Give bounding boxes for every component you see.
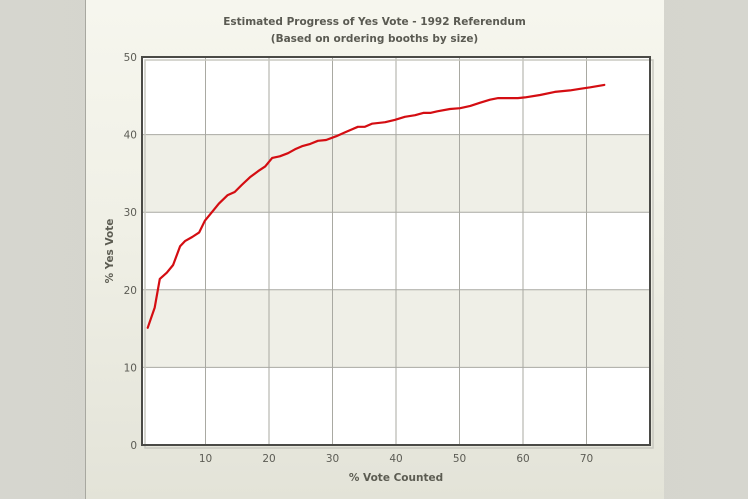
yes-vote-line <box>146 83 606 329</box>
x-tick-label: 70 <box>580 453 593 465</box>
y-tick-label: 50 <box>124 52 137 64</box>
x-axis-ticks: 10 20 30 40 50 60 70 <box>199 453 593 465</box>
y-tick-label: 10 <box>124 362 137 374</box>
y-tick-label: 40 <box>124 130 137 142</box>
gridlines <box>142 57 650 445</box>
plot-frame <box>141 56 651 446</box>
x-tick-label: 60 <box>516 453 529 465</box>
x-tick-label: 40 <box>389 453 402 465</box>
y-axis-ticks: 0 10 20 30 40 50 <box>124 52 137 452</box>
y-tick-label: 30 <box>124 207 137 219</box>
y-axis-title: % Yes Vote <box>104 219 116 284</box>
y-tick-label: 20 <box>124 285 137 297</box>
chart-subtitle: (Based on ordering booths by size) <box>270 33 479 45</box>
x-tick-label: 50 <box>453 453 466 465</box>
plot-frame-shadow <box>144 59 654 449</box>
y-tick-label: 0 <box>130 440 137 452</box>
x-tick-label: 10 <box>199 453 212 465</box>
x-axis-title: % Vote Counted <box>349 472 443 484</box>
x-tick-label: 20 <box>262 453 275 465</box>
chart-title: Estimated Progress of Yes Vote - 1992 Re… <box>223 16 526 28</box>
x-tick-label: 30 <box>326 453 339 465</box>
